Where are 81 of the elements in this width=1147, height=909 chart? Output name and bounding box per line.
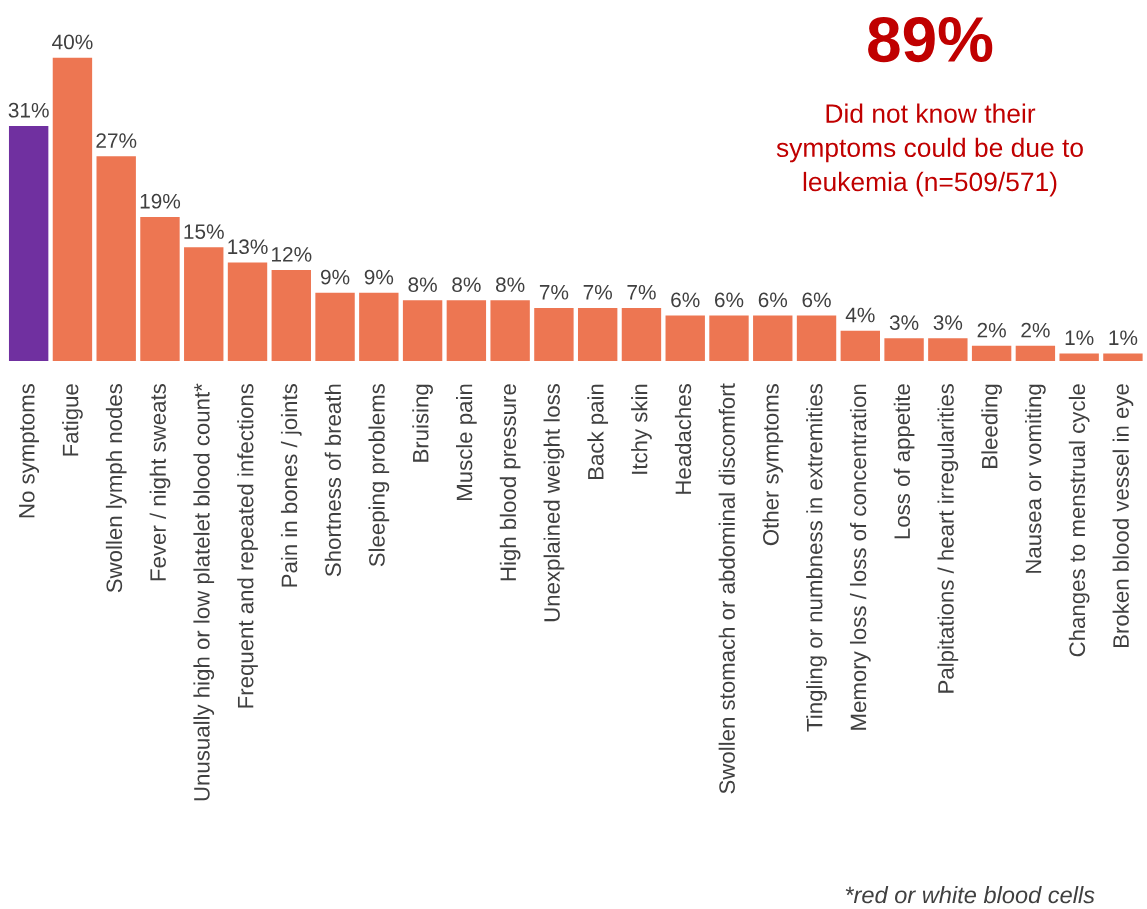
data-label: 9% [320,269,350,285]
data-label: 1% [1109,330,1138,346]
bar [753,315,793,361]
x-tick-label: Swollen lymph nodes [105,384,127,593]
x-tick-label: Palpitations / heart irregularities [937,384,959,693]
x-tick-label: Changes to menstrual cycle [1068,384,1090,657]
bar [1059,353,1099,361]
x-tick-label: High blood pressure [499,384,521,581]
data-label: 13% [228,239,268,255]
data-label: 3% [889,315,919,330]
data-label: 12% [272,246,312,262]
data-label: 8% [495,277,525,293]
data-label: 6% [714,292,744,308]
annotation: 89% [868,16,993,63]
x-tick-label: Muscle pain [456,384,477,500]
bar [446,300,487,361]
data-label: 2% [1021,322,1050,338]
bar [577,307,618,361]
x-tick-label: Back pain [587,384,609,479]
bar [534,307,574,361]
x-tick-label: Other symptoms [762,384,784,546]
x-tick-label: Nausea or vomiting [1025,384,1046,573]
data-label: 8% [452,277,481,293]
data-label: 31% [8,102,49,118]
x-tick-label: Fever / night sweats [149,384,171,581]
bar [8,125,49,361]
bar [359,292,399,361]
annotation: Did not know their symptoms could be due to leukemia (n=509/571) [776,103,1083,197]
data-label: 2% [977,322,1006,338]
x-tick-label: Shortness of breath [324,384,342,577]
bar [52,57,93,361]
x-tick-label: Sleeping problems [368,384,390,567]
data-label: 7% [539,284,569,300]
bar [402,300,443,361]
x-tick-label: Unexplained weight loss [543,384,565,622]
bar [709,315,749,361]
bar [884,338,924,361]
data-label: 7% [627,284,656,300]
bar [96,156,136,361]
data-label: 7% [583,284,612,300]
data-label: 6% [758,292,788,308]
x-tick-label: Bleeding [981,384,1002,468]
x-tick-label: Swollen stomach or abdominal discomfort [718,383,735,794]
x-tick-label: Headaches [674,384,692,494]
data-label: 1% [1065,330,1094,346]
bar [928,338,968,361]
x-tick-label: Unusually high or low platelet blood count* [193,383,215,801]
data-label: 9% [364,269,394,285]
bar [665,315,705,361]
x-tick-label: Memory loss / loss of concentration [849,384,871,730]
x-tick-label: Tingling or numbness in extremities [806,384,827,732]
x-tick-label: No symptoms [19,384,40,518]
x-tick-label: Pain in bones / joints [280,384,302,587]
data-label: 15% [184,224,224,239]
data-label: 40% [52,34,93,50]
data-label: 27% [96,133,137,148]
data-label: 8% [408,277,437,293]
x-tick-label: Bruising [412,384,433,462]
data-label: 6% [671,292,700,308]
bar [796,315,837,361]
x-tick-label: Loss of appetite [893,384,915,539]
data-label: 4% [845,307,875,323]
text: *red or white blood cells [845,885,1095,904]
bar [1015,345,1056,361]
bar [1103,353,1143,361]
bar [271,269,311,361]
x-tick-label: Frequent and repeated infections [237,384,258,708]
data-label: 6% [802,292,831,308]
data-label: 19% [140,193,181,209]
data-label: 3% [933,315,963,330]
x-tick-label: Fatigue [62,384,83,456]
bar [315,292,355,361]
bar [840,330,880,361]
bar [971,345,1012,361]
x-tick-label: Broken blood vessel in eye [1112,384,1134,647]
bar [140,216,180,361]
bar [184,247,224,361]
bar [227,262,268,361]
x-tick-label: Itchy skin [631,384,652,474]
bar [621,307,662,361]
bar [490,300,530,361]
